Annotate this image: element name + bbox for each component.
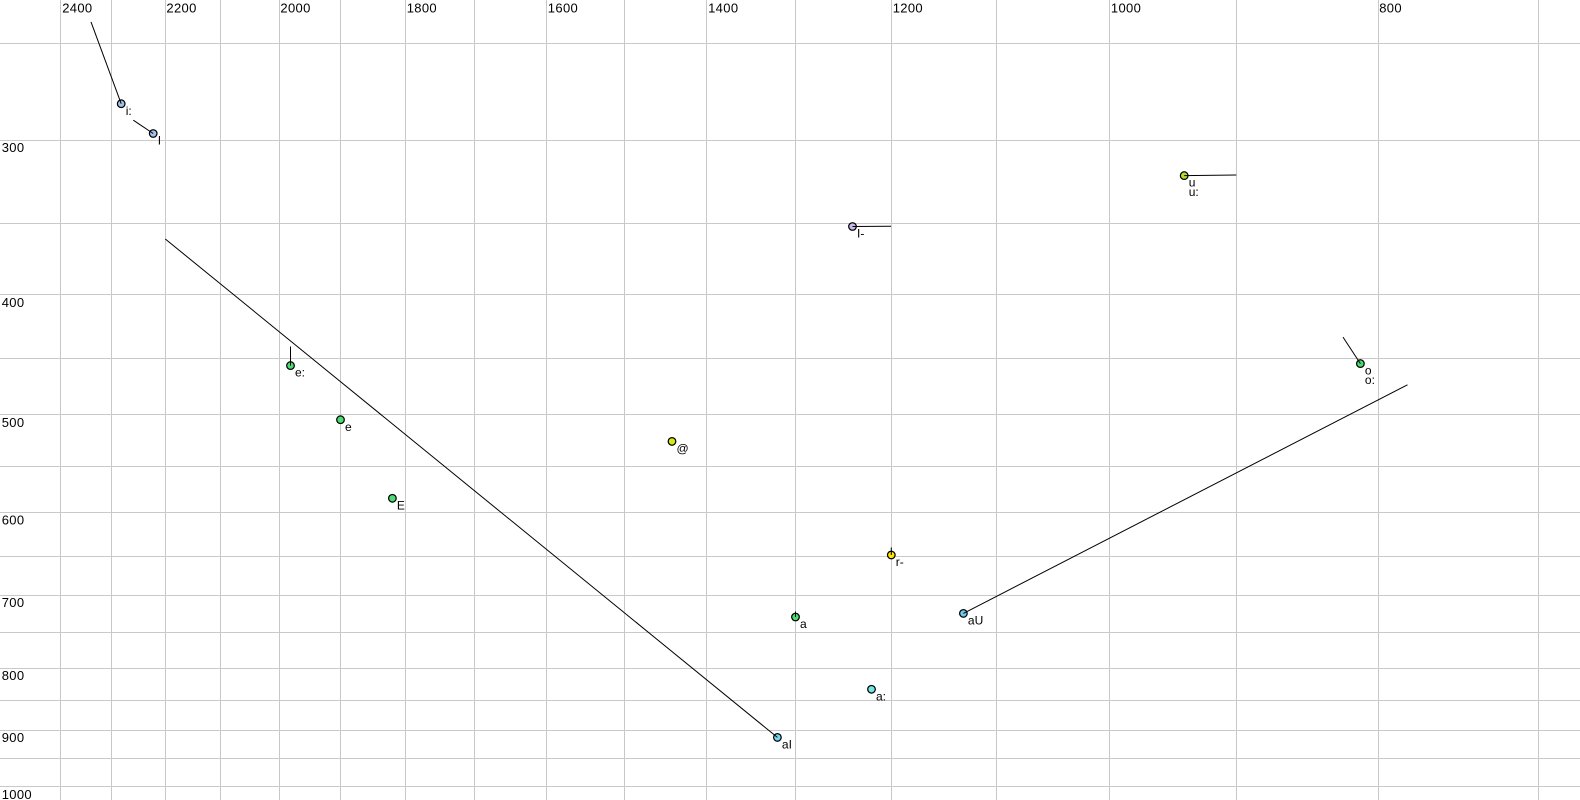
svg-text:E: E <box>397 498 405 512</box>
svg-text:600: 600 <box>2 513 25 528</box>
svg-text:1200: 1200 <box>893 0 923 15</box>
svg-text:o:: o: <box>1365 373 1375 387</box>
svg-text:r-: r- <box>896 555 904 569</box>
svg-text:I: I <box>158 134 161 148</box>
svg-text:@: @ <box>677 442 689 456</box>
svg-text:e: e <box>345 420 352 434</box>
svg-text:1000: 1000 <box>2 787 32 800</box>
svg-text:u:: u: <box>1189 185 1199 199</box>
svg-text:1600: 1600 <box>548 0 578 15</box>
svg-text:aI: aI <box>782 738 792 752</box>
svg-text:800: 800 <box>2 668 25 683</box>
svg-text:I-: I- <box>857 227 864 241</box>
svg-text:a:: a: <box>876 689 886 703</box>
svg-text:o: o <box>1365 364 1372 378</box>
svg-text:1800: 1800 <box>407 0 437 15</box>
svg-text:500: 500 <box>2 415 25 430</box>
svg-text:400: 400 <box>2 295 25 310</box>
svg-text:aU: aU <box>968 614 983 628</box>
svg-text:900: 900 <box>2 730 25 745</box>
svg-text:i:: i: <box>126 104 132 118</box>
svg-text:2200: 2200 <box>166 0 196 15</box>
svg-text:1000: 1000 <box>1111 0 1141 15</box>
svg-text:700: 700 <box>2 595 25 610</box>
svg-text:300: 300 <box>2 140 25 155</box>
svg-text:1400: 1400 <box>708 0 738 15</box>
svg-text:800: 800 <box>1379 0 1402 15</box>
svg-text:a: a <box>800 617 807 631</box>
svg-text:u: u <box>1189 176 1196 190</box>
svg-text:e:: e: <box>295 366 305 380</box>
svg-text:2400: 2400 <box>62 0 92 15</box>
svg-text:2000: 2000 <box>280 0 310 15</box>
